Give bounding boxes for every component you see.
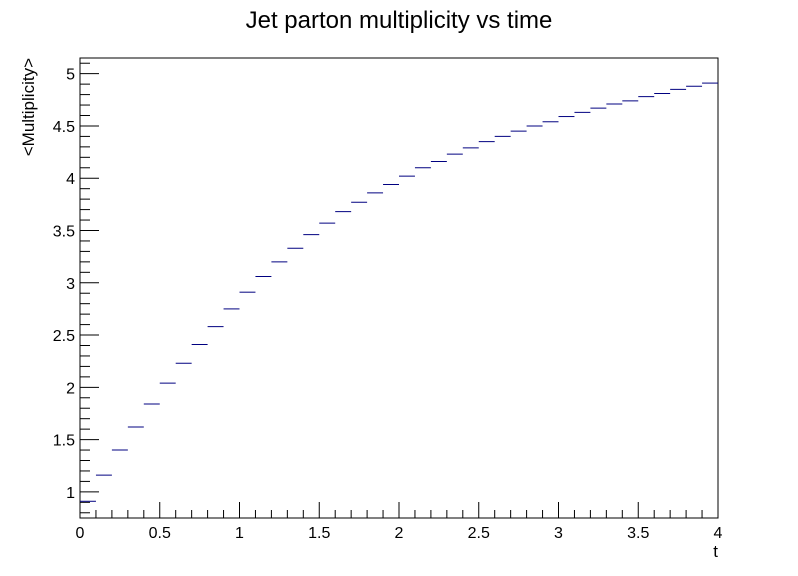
data-series (80, 82, 718, 502)
x-tick-label: 1 (235, 525, 244, 542)
chart-title: Jet parton multiplicity vs time (246, 7, 553, 34)
y-axis-label: <Multiplicity> (19, 58, 38, 156)
y-tick-label: 5 (66, 67, 75, 84)
y-tick-label: 4 (66, 171, 75, 188)
y-tick-label: 2 (66, 380, 75, 397)
plot-frame (79, 57, 719, 519)
x-tick-label: 3 (554, 525, 563, 542)
y-tick-label: 1.5 (53, 433, 75, 450)
y-tick-label: 3 (66, 276, 75, 293)
x-tick-label: 2 (395, 525, 404, 542)
y-tick-label: 2.5 (53, 328, 75, 345)
x-tick-label: 3.5 (627, 525, 649, 542)
x-tick-label: 0 (76, 525, 85, 542)
x-tick-label: 2.5 (468, 525, 490, 542)
x-axis: 0 0.5 1 1.5 2 2.5 3 3.5 4 (76, 502, 723, 542)
y-tick-label: 4.5 (53, 119, 75, 136)
x-axis-label: t (713, 542, 718, 561)
x-tick-label: 1.5 (308, 525, 330, 542)
x-tick-label: 4 (714, 525, 723, 542)
y-axis: 1 1.5 2 2.5 3 3.5 4 4.5 5 (53, 62, 99, 514)
x-tick-label: 0.5 (149, 525, 171, 542)
y-tick-label: 1 (66, 485, 75, 502)
y-tick-label: 3.5 (53, 224, 75, 241)
